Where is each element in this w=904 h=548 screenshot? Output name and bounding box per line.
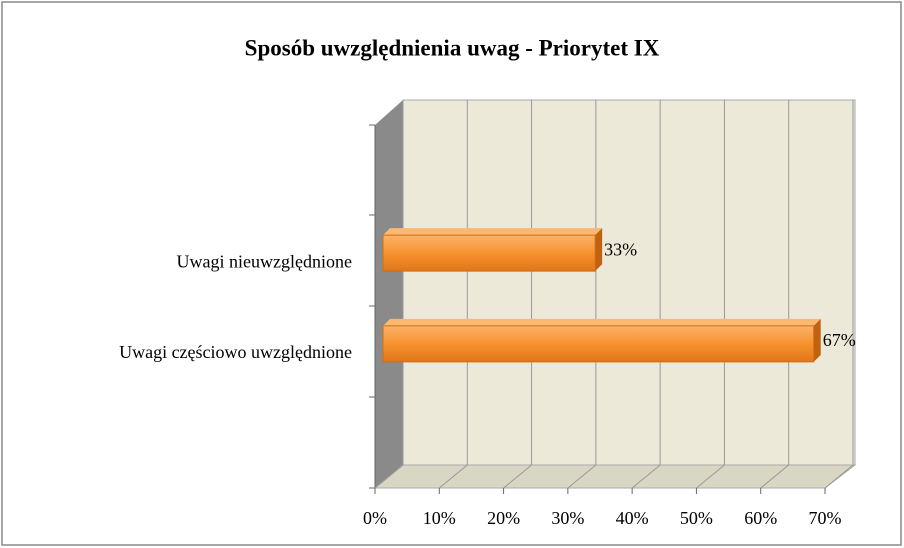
y-axis-ticks [369, 124, 376, 489]
floor-grid-line [824, 464, 854, 489]
x-tick-label: 0% [363, 508, 387, 528]
data-label: 67% [823, 330, 856, 350]
x-tick-label: 10% [423, 508, 456, 528]
bar [382, 234, 596, 272]
bar-top [383, 228, 603, 236]
data-label: 33% [604, 239, 637, 259]
side-wall [375, 100, 403, 488]
floor-grid-line [374, 464, 404, 489]
floor-grid-line [438, 464, 468, 489]
floor-grid-line [567, 464, 597, 489]
floor-grid-line [760, 464, 790, 489]
floor [373, 464, 857, 489]
back-wall [402, 99, 856, 466]
x-tick-label: 30% [551, 508, 584, 528]
y-tick-label: Uwagi częściowo uwzględnione [119, 342, 352, 362]
x-tick-label: 40% [616, 508, 649, 528]
x-tick-label: 60% [744, 508, 777, 528]
bar-top [383, 318, 821, 326]
x-tick-label: 50% [680, 508, 713, 528]
x-tick-label: 20% [487, 508, 520, 528]
floor-grid-line [503, 464, 532, 489]
x-tick-label: 70% [809, 508, 842, 528]
floor-grid-line [696, 464, 725, 489]
bar [382, 325, 815, 363]
floor-grid-line [631, 464, 661, 489]
bar-side [595, 228, 603, 272]
y-tick-label: Uwagi nieuwzględnione [177, 251, 352, 271]
bar-side [813, 318, 821, 362]
chart-title: Sposób uwzględnienia uwag - Priorytet IX [245, 35, 660, 60]
